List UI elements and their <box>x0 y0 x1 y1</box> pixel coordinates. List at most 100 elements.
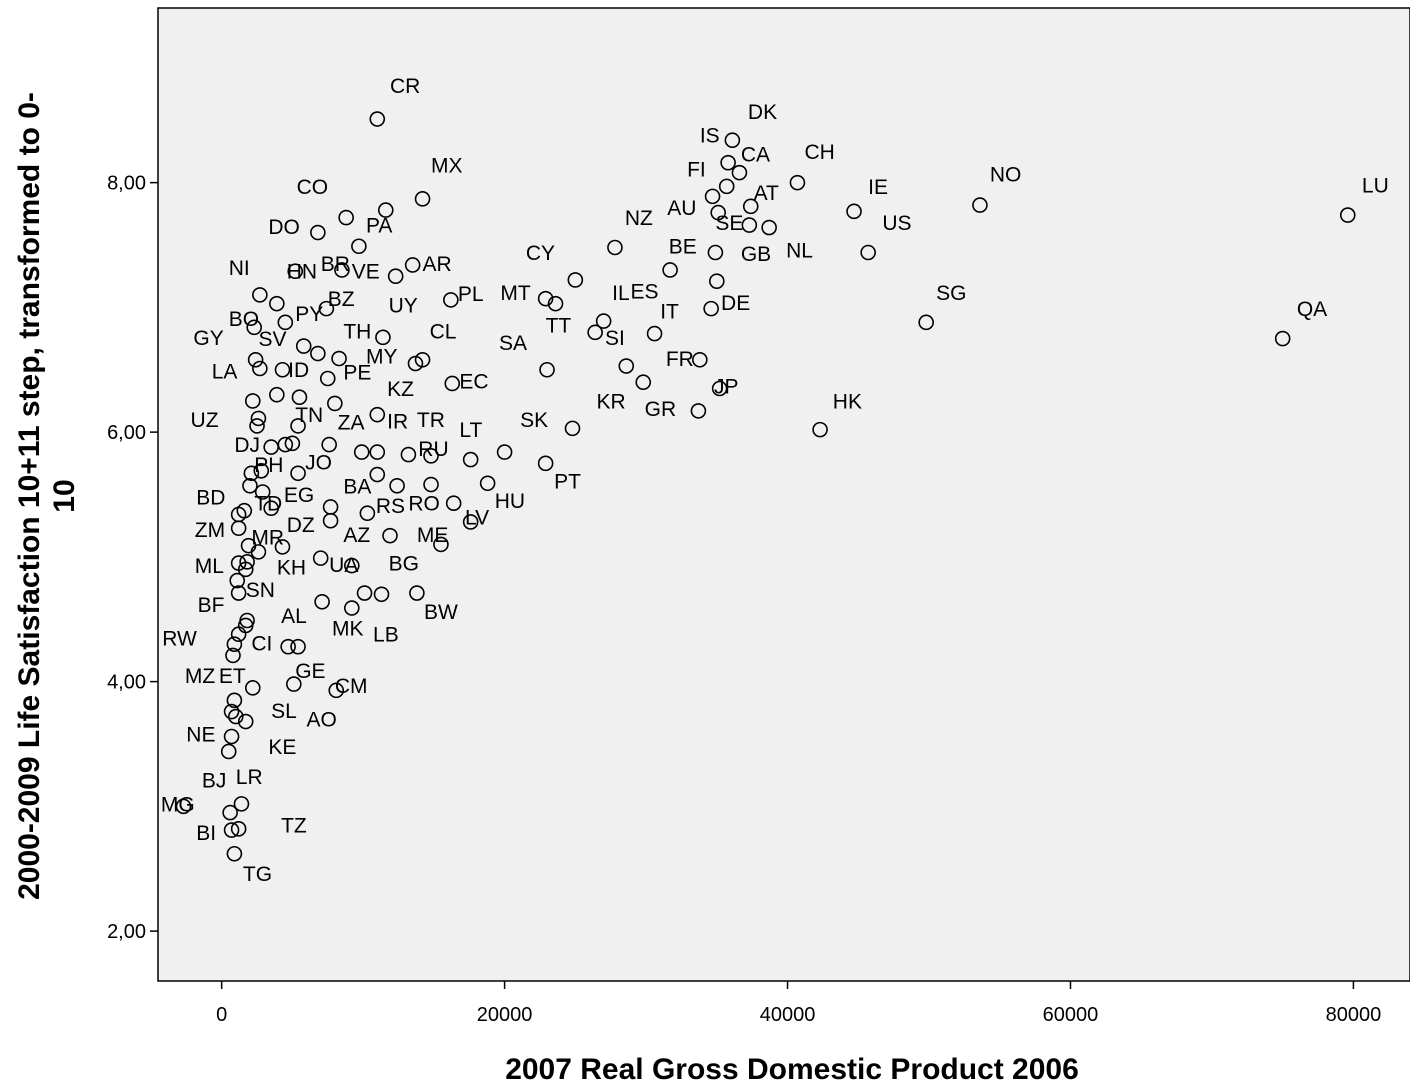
point-label: FI <box>687 158 706 181</box>
point-label: ET <box>219 665 246 688</box>
data-point <box>175 798 192 815</box>
data-point <box>277 436 294 453</box>
data-point <box>479 475 496 492</box>
point-label: MG <box>161 793 195 816</box>
point-label: JO <box>305 452 332 475</box>
data-point <box>389 477 405 494</box>
point-label: BR <box>321 253 350 276</box>
data-point <box>369 444 386 460</box>
data-point <box>252 287 268 303</box>
y-axis: 2,00 4,00 6,00 8,00 <box>107 173 158 943</box>
point-label: JP <box>714 375 739 398</box>
data-point <box>587 324 603 341</box>
x-axis-title: 2007 Real Gross Domestic Product 2006 <box>505 1053 1079 1083</box>
point-label: PH <box>254 454 283 477</box>
data-points <box>175 111 1356 862</box>
data-point <box>377 202 394 218</box>
data-point <box>707 244 724 261</box>
point-label: UZ <box>191 409 219 432</box>
point-label: NO <box>990 163 1022 186</box>
data-point <box>724 132 741 149</box>
data-point <box>310 224 326 241</box>
data-point <box>226 845 243 862</box>
point-label: LB <box>373 624 399 647</box>
data-point <box>243 465 260 482</box>
point-label: ID <box>288 359 309 382</box>
point-label: SK <box>520 409 548 432</box>
point-label: AL <box>281 605 307 628</box>
point-label: KH <box>277 556 306 579</box>
data-point <box>718 178 735 195</box>
point-label: TN <box>295 404 323 427</box>
x-tick-label: 80000 <box>1326 1004 1382 1026</box>
data-point <box>274 539 291 555</box>
data-point <box>496 444 513 460</box>
x-tick-label: 0 <box>216 1004 227 1026</box>
point-label: ES <box>631 281 659 304</box>
point-label: DE <box>721 292 750 315</box>
point-label: ME <box>417 524 449 547</box>
data-point <box>286 676 302 692</box>
data-point <box>236 502 253 519</box>
data-point <box>237 561 254 578</box>
data-point <box>359 505 376 522</box>
point-label: BE <box>669 236 697 259</box>
data-point <box>1274 330 1291 347</box>
data-point <box>322 512 339 529</box>
point-label: NI <box>229 257 250 280</box>
data-point <box>237 713 254 730</box>
data-point <box>812 421 828 438</box>
data-point <box>344 600 360 616</box>
data-point <box>711 380 728 397</box>
point-label: TG <box>243 863 272 886</box>
point-label: DJ <box>234 434 260 457</box>
data-point <box>373 586 390 603</box>
data-point <box>269 386 285 403</box>
data-point <box>331 350 347 367</box>
data-point <box>846 203 862 220</box>
data-point <box>353 444 370 460</box>
data-point <box>972 197 988 213</box>
point-label: CI <box>251 632 272 655</box>
point-label: EG <box>284 484 314 507</box>
data-point <box>375 329 391 346</box>
data-point <box>327 395 343 412</box>
data-point <box>433 536 449 553</box>
data-point <box>720 154 736 171</box>
point-label: KR <box>597 390 626 413</box>
point-label: IL <box>612 282 630 305</box>
y-tick-label: 4,00 <box>107 672 146 694</box>
point-label: CM <box>335 675 368 698</box>
data-point <box>918 314 934 331</box>
data-point <box>319 370 336 387</box>
point-label: DO <box>268 216 300 239</box>
point-label: TR <box>417 409 445 432</box>
data-point <box>462 451 479 468</box>
point-label: QA <box>1297 298 1327 321</box>
data-point <box>338 209 354 226</box>
point-label: BW <box>424 601 458 624</box>
data-point <box>242 477 258 494</box>
data-point <box>444 375 461 392</box>
data-point <box>253 462 270 479</box>
point-label: MX <box>431 155 463 178</box>
data-point <box>328 682 345 699</box>
point-label: AZ <box>343 524 370 547</box>
point-label: BG <box>389 553 419 576</box>
point-label: DK <box>748 101 777 124</box>
point-label: CL <box>430 321 457 344</box>
data-point <box>291 389 308 406</box>
data-point <box>223 728 240 745</box>
y-tick-label: 6,00 <box>107 422 146 444</box>
data-point <box>369 466 386 483</box>
x-tick-label: 20000 <box>477 1004 533 1026</box>
point-label: EC <box>459 370 488 393</box>
data-point <box>742 198 759 215</box>
data-point <box>547 295 564 312</box>
data-point <box>400 446 417 463</box>
data-point <box>263 500 279 517</box>
data-point <box>239 554 255 570</box>
point-label: ZM <box>195 519 225 542</box>
data-point <box>690 403 707 419</box>
data-point <box>443 292 459 308</box>
